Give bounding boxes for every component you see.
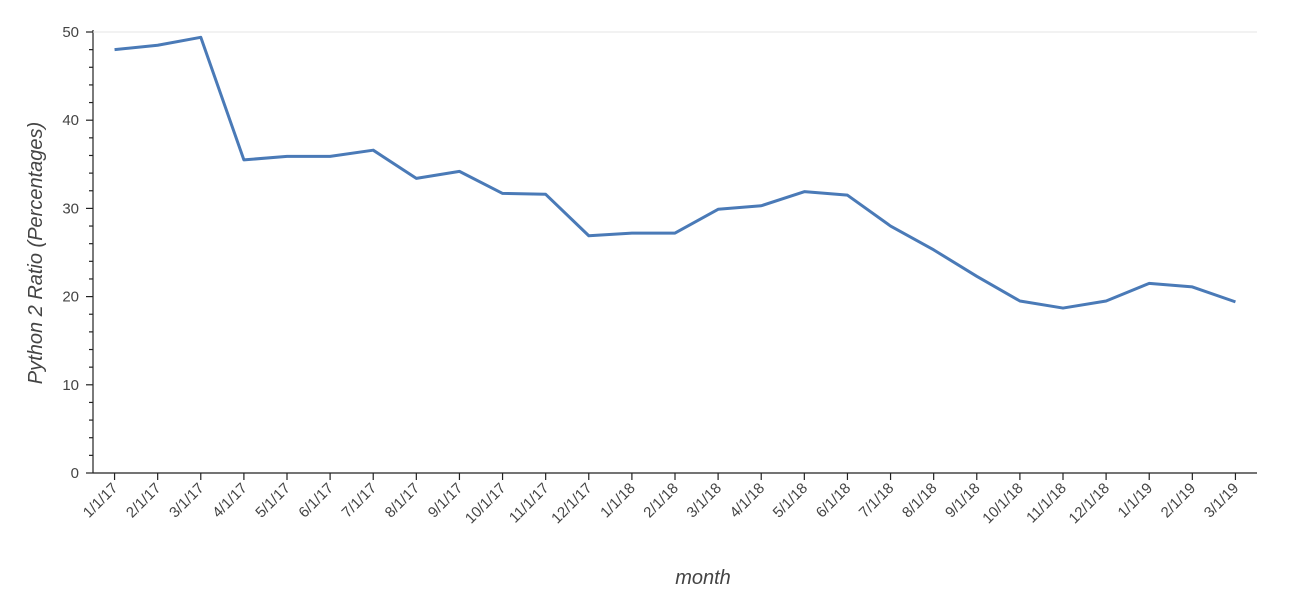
x-tick-label: 5/1/18 bbox=[770, 480, 812, 522]
x-tick-label: 2/1/19 bbox=[1158, 480, 1200, 522]
x-tick-label: 8/1/18 bbox=[899, 480, 941, 522]
x-tick-label: 1/1/18 bbox=[597, 480, 639, 522]
y-tick-label: 30 bbox=[62, 200, 79, 217]
x-tick-label: 3/1/19 bbox=[1201, 480, 1243, 522]
x-tick-label: 11/1/17 bbox=[506, 480, 553, 527]
x-tick-label: 1/1/19 bbox=[1115, 480, 1157, 522]
x-axis-label: month bbox=[675, 567, 731, 589]
x-tick-label: 8/1/17 bbox=[382, 480, 424, 522]
y-axis-label: Python 2 Ratio (Percentages) bbox=[25, 122, 47, 384]
x-tick-label: 2/1/18 bbox=[640, 480, 682, 522]
x-tick-label: 4/1/18 bbox=[727, 480, 769, 522]
x-tick-label: 9/1/17 bbox=[425, 480, 467, 522]
y-tick-label: 0 bbox=[71, 465, 79, 482]
x-tick-label: 3/1/17 bbox=[166, 480, 208, 522]
x-tick-label: 6/1/18 bbox=[813, 480, 855, 522]
y-tick-label: 10 bbox=[62, 377, 79, 394]
x-tick-label: 4/1/17 bbox=[209, 480, 251, 522]
x-tick-label: 7/1/17 bbox=[339, 480, 381, 522]
x-tick-label: 5/1/17 bbox=[252, 480, 294, 522]
x-tick-label: 10/1/18 bbox=[979, 480, 1026, 527]
line bbox=[114, 35, 1236, 310]
x-tick-label: 9/1/18 bbox=[942, 480, 984, 522]
y-tick-label: 40 bbox=[62, 112, 79, 129]
x-tick-label: 7/1/18 bbox=[856, 480, 898, 522]
x-tick-label: 12/1/17 bbox=[548, 480, 595, 527]
y-tick-label: 50 bbox=[62, 24, 79, 41]
x-tick-label: 3/1/18 bbox=[683, 480, 725, 522]
x-tick-label: 1/1/17 bbox=[80, 480, 122, 522]
x-tick-label: 2/1/17 bbox=[123, 480, 165, 522]
y-tick-label: 20 bbox=[62, 289, 79, 306]
x-tick-label: 10/1/17 bbox=[462, 480, 509, 527]
x-tick-label: 11/1/18 bbox=[1023, 480, 1070, 527]
x-tick-label: 12/1/18 bbox=[1066, 480, 1113, 527]
x-tick-label: 6/1/17 bbox=[295, 480, 337, 522]
